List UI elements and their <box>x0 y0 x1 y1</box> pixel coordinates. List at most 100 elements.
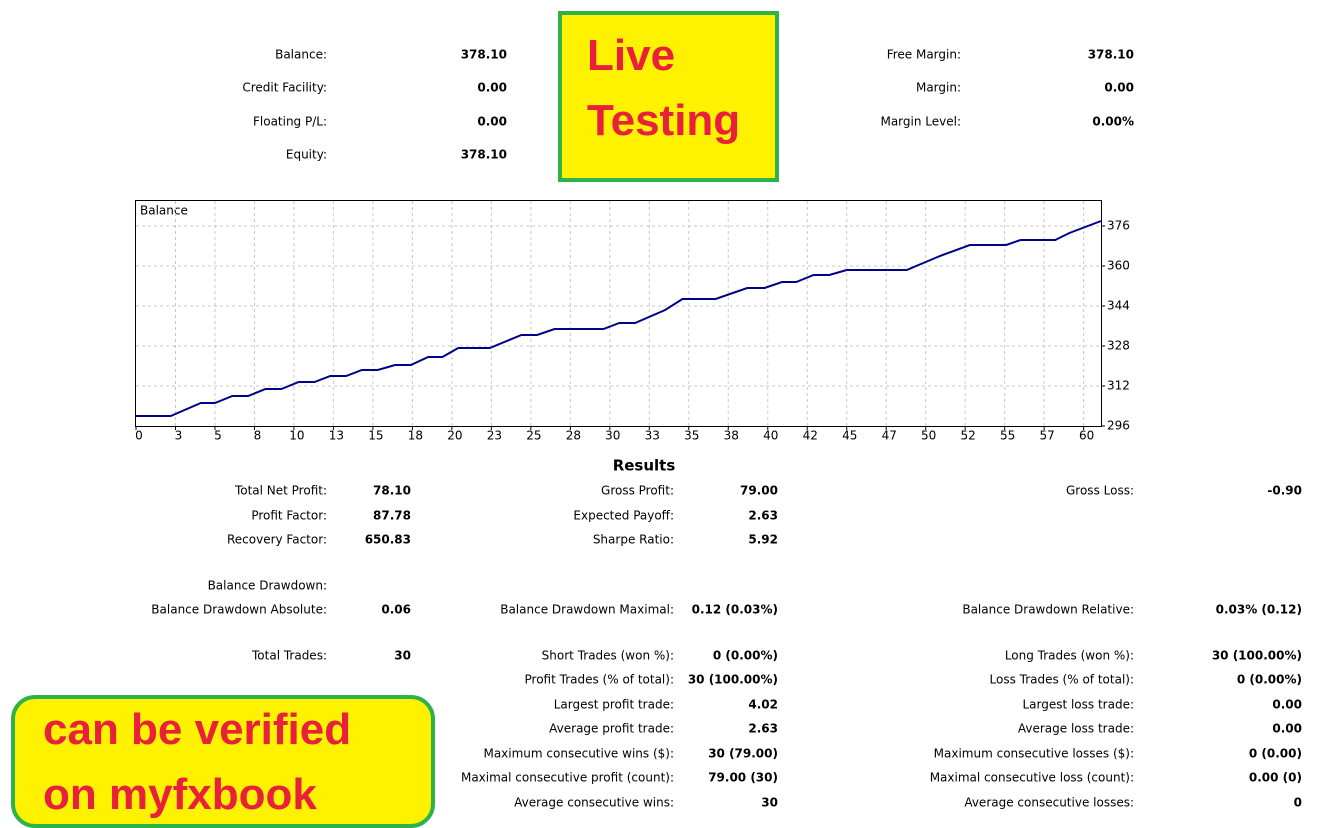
x-tick-label: 47 <box>882 429 897 443</box>
result-value: 79.00 <box>740 484 778 498</box>
result-label: Loss Trades (% of total): <box>990 673 1135 687</box>
result-label: Largest loss trade: <box>1022 698 1134 712</box>
field-label: Equity: <box>286 148 327 162</box>
result-value: 30 (100.00%) <box>688 673 778 687</box>
sticker-box <box>11 695 435 828</box>
field-label: Credit Facility: <box>242 81 327 95</box>
sticker-text: on myfxbook <box>43 770 317 819</box>
x-tick-label: 0 <box>135 429 143 443</box>
result-label: Largest profit trade: <box>554 698 674 712</box>
result-label: Sharpe Ratio: <box>593 533 674 547</box>
result-value: 0.00 (0) <box>1249 771 1302 785</box>
x-tick-label: 30 <box>605 429 620 443</box>
result-value: 30 <box>394 649 411 663</box>
x-tick-label: 33 <box>645 429 660 443</box>
result-value: 0.03% (0.12) <box>1216 603 1302 617</box>
result-label: Balance Drawdown Relative: <box>962 603 1134 617</box>
result-value: 0.00 <box>1272 722 1302 736</box>
result-label: Profit Trades (% of total): <box>525 673 674 687</box>
result-label: Average loss trade: <box>1018 722 1134 736</box>
result-value: 5.92 <box>748 533 778 547</box>
result-label: Total Trades: <box>251 649 327 663</box>
field-value: 0.00 <box>477 81 507 95</box>
result-label: Average consecutive wins: <box>514 796 674 810</box>
result-value: 0.12 (0.03%) <box>692 603 778 617</box>
y-tick-label: 328 <box>1107 339 1130 353</box>
sticker-text: can be verified <box>43 705 351 754</box>
field-value: 0.00 <box>1104 81 1134 95</box>
y-tick-label: 296 <box>1107 419 1130 433</box>
sticker-text: Live <box>587 31 675 80</box>
x-tick-label: 15 <box>368 429 383 443</box>
result-value: 30 <box>761 796 778 810</box>
result-label: Profit Factor: <box>251 509 327 523</box>
y-tick-label: 344 <box>1107 299 1130 313</box>
x-tick-label: 52 <box>961 429 976 443</box>
result-value: 650.83 <box>365 533 411 547</box>
result-label: Recovery Factor: <box>227 533 327 547</box>
result-label: Long Trades (won %): <box>1005 649 1134 663</box>
result-label: Total Net Profit: <box>234 484 327 498</box>
field-value: 378.10 <box>1088 48 1134 62</box>
field-value: 0.00% <box>1092 115 1134 129</box>
x-tick-label: 20 <box>447 429 462 443</box>
result-value: 2.63 <box>748 722 778 736</box>
result-value: 0 <box>1294 796 1302 810</box>
result-label: Maximal consecutive loss (count): <box>930 771 1134 785</box>
result-value: 2.63 <box>748 509 778 523</box>
x-tick-label: 35 <box>684 429 699 443</box>
result-label: Expected Payoff: <box>573 509 674 523</box>
x-tick-label: 5 <box>214 429 222 443</box>
x-tick-label: 55 <box>1000 429 1015 443</box>
x-tick-label: 42 <box>803 429 818 443</box>
y-tick-label: 360 <box>1107 259 1130 273</box>
sticker-text: Testing <box>587 96 740 145</box>
result-value: 4.02 <box>748 698 778 712</box>
result-label: Gross Profit: <box>601 484 674 498</box>
x-tick-label: 60 <box>1079 429 1094 443</box>
result-label: Gross Loss: <box>1066 484 1134 498</box>
result-value: 0 (0.00%) <box>1237 673 1302 687</box>
chart-frame <box>135 200 1102 427</box>
x-tick-label: 10 <box>289 429 304 443</box>
result-value: 30 (79.00) <box>708 747 778 761</box>
x-tick-label: 8 <box>254 429 262 443</box>
field-value: 378.10 <box>461 148 507 162</box>
results-title: Results <box>613 457 676 475</box>
y-tick-label: 376 <box>1107 219 1130 233</box>
result-label: Average profit trade: <box>549 722 674 736</box>
result-label: Balance Drawdown Maximal: <box>500 603 674 617</box>
result-value: -0.90 <box>1267 484 1302 498</box>
result-label: Maximal consecutive profit (count): <box>461 771 674 785</box>
result-value: 0 (0.00) <box>1249 747 1302 761</box>
result-value: 0 (0.00%) <box>713 649 778 663</box>
y-tick-label: 312 <box>1107 379 1130 393</box>
balance-line <box>136 220 1102 417</box>
x-tick-label: 13 <box>329 429 344 443</box>
result-label: Short Trades (won %): <box>542 649 674 663</box>
result-label: Average consecutive losses: <box>964 796 1134 810</box>
field-label: Floating P/L: <box>253 115 327 129</box>
x-tick-label: 38 <box>724 429 739 443</box>
x-tick-label: 28 <box>566 429 581 443</box>
field-value: 378.10 <box>461 48 507 62</box>
result-label: Balance Drawdown: <box>208 579 327 593</box>
field-label: Free Margin: <box>887 48 961 62</box>
result-value: 0.06 <box>381 603 411 617</box>
result-label: Balance Drawdown Absolute: <box>151 603 327 617</box>
field-value: 0.00 <box>477 115 507 129</box>
x-tick-label: 50 <box>921 429 936 443</box>
field-label: Balance: <box>275 48 327 62</box>
result-value: 79.00 (30) <box>708 771 778 785</box>
x-tick-label: 45 <box>842 429 857 443</box>
x-tick-label: 57 <box>1040 429 1055 443</box>
sticker-box <box>558 11 779 182</box>
result-label: Maximum consecutive wins ($): <box>483 747 674 761</box>
result-value: 78.10 <box>373 484 411 498</box>
result-value: 87.78 <box>373 509 411 523</box>
field-label: Margin: <box>916 81 961 95</box>
chart-title: Balance <box>140 204 188 218</box>
x-tick-label: 18 <box>408 429 423 443</box>
